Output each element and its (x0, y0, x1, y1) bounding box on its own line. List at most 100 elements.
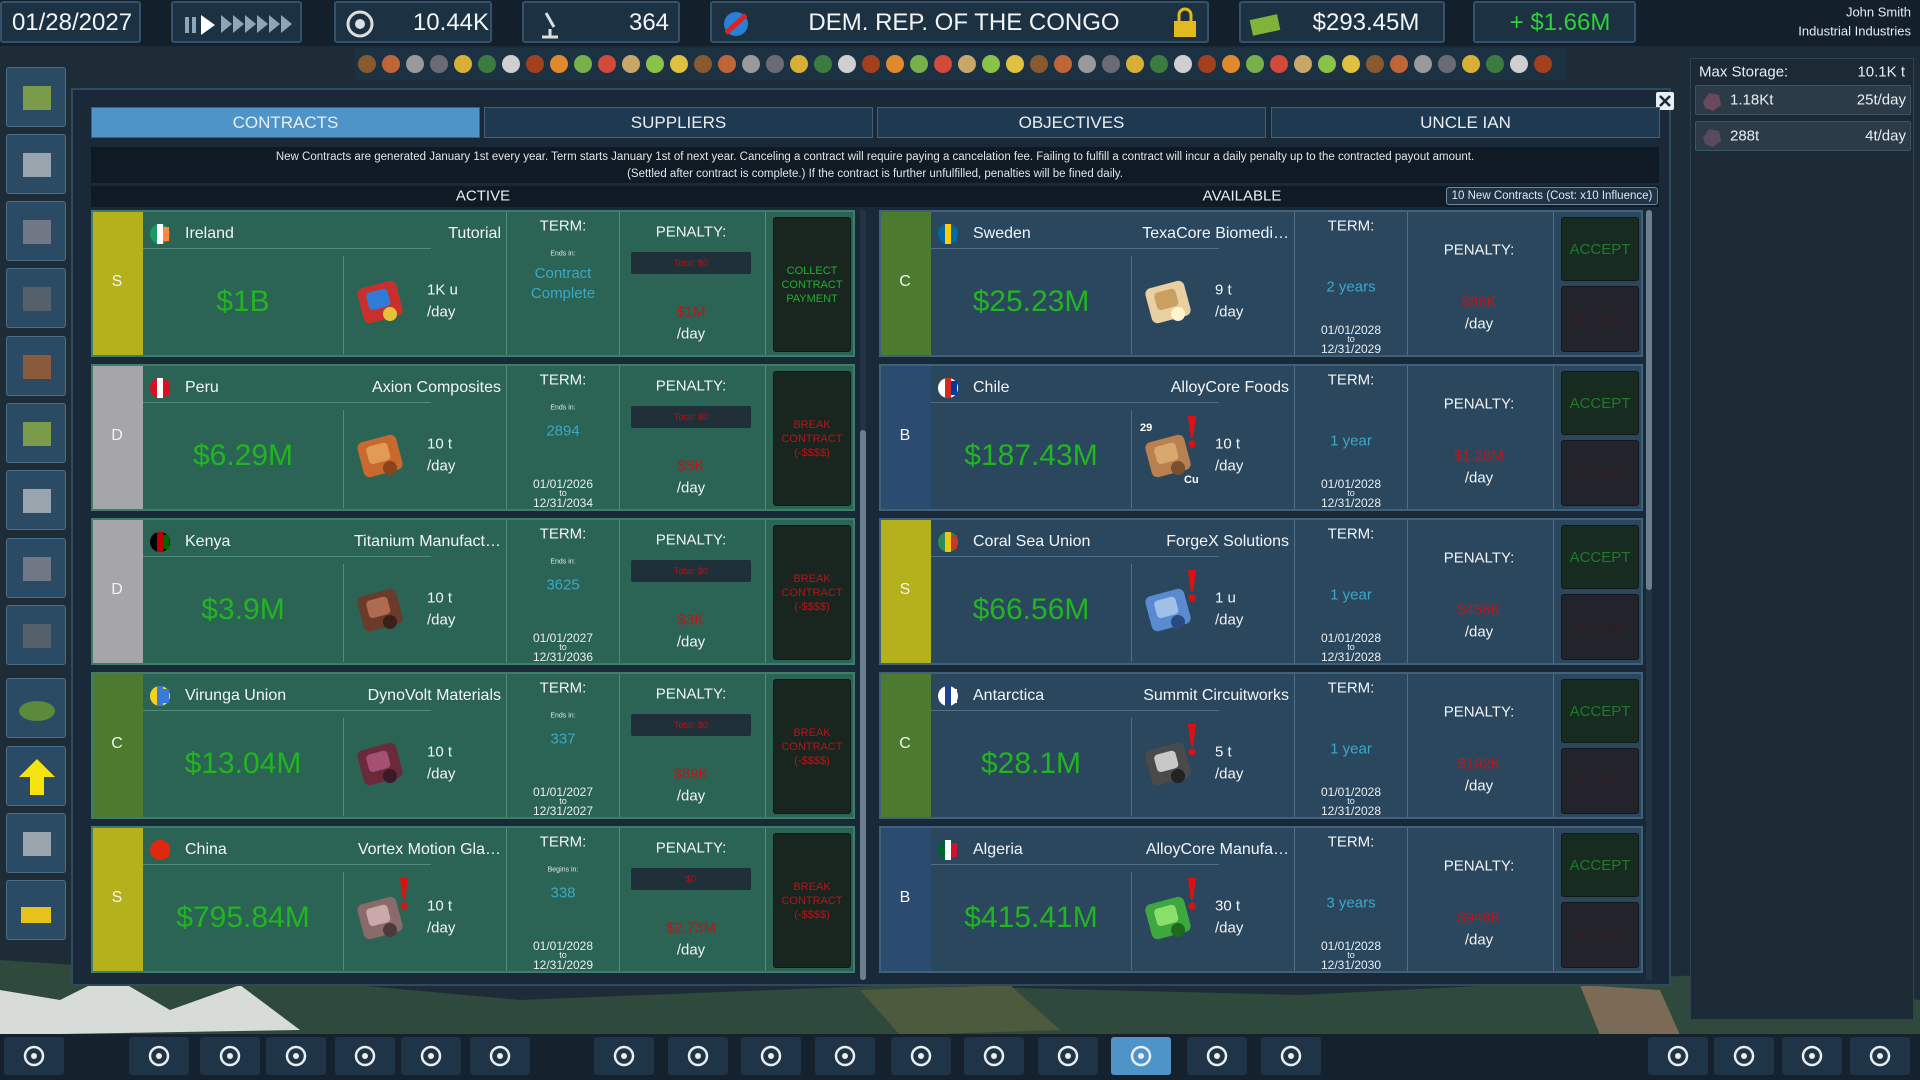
penalty: $1M (676, 303, 706, 321)
sidebar-button[interactable] (6, 201, 66, 261)
sidebar-button[interactable] (6, 403, 66, 463)
tab[interactable]: SUPPLIERS (484, 107, 873, 138)
pop-icon (355, 19, 365, 29)
toolbar-icon (1130, 1045, 1152, 1067)
term-label: TERM: (1327, 371, 1375, 389)
penalty-per-day: /day (676, 479, 706, 497)
sidebar-button[interactable] (6, 880, 66, 940)
storage-row[interactable]: 1.18Kt 25t/day (1695, 85, 1911, 115)
toolbar-button[interactable] (964, 1037, 1024, 1075)
decline-button[interactable]: DECLINE (1561, 902, 1639, 968)
accept-button[interactable]: ACCEPT (1561, 525, 1639, 589)
toolbar-button[interactable] (1261, 1037, 1321, 1075)
flag (150, 532, 170, 552)
scrollbar-thumb[interactable] (1646, 210, 1652, 590)
toolbar-button[interactable] (1187, 1037, 1247, 1075)
toolbar-icon (1801, 1045, 1823, 1067)
toolbar-button[interactable] (4, 1037, 64, 1075)
alert-mark (1188, 878, 1196, 900)
company: AlloyCore Manufa… (1145, 841, 1289, 858)
penalty-total: Total: $0 (631, 560, 751, 582)
sidebar-button[interactable] (6, 470, 66, 530)
accept-button[interactable]: ACCEPT (1561, 217, 1639, 281)
building-icon (23, 557, 51, 581)
action-button[interactable]: BREAK CONTRACT (-$$$$) (773, 833, 851, 968)
money-box: $293.45M (1239, 1, 1445, 43)
toolbar-button[interactable] (1648, 1037, 1708, 1075)
sidebar-button[interactable] (6, 268, 66, 328)
building-icon (23, 86, 51, 110)
tab[interactable]: UNCLE IAN (1271, 107, 1660, 138)
decline-button[interactable]: DECLINE (1561, 748, 1639, 814)
divider (506, 674, 507, 817)
accept-button[interactable]: ACCEPT (1561, 371, 1639, 435)
sidebar-button[interactable] (6, 67, 66, 127)
resource-icon (910, 55, 928, 73)
toolbar-button[interactable] (1038, 1037, 1098, 1075)
action-button[interactable]: COLLECT CONTRACT PAYMENT (773, 217, 851, 352)
toolbar-button[interactable] (891, 1037, 951, 1075)
flag-stripe (157, 378, 163, 398)
term-to: to (1347, 334, 1355, 344)
toolbar-button[interactable] (1714, 1037, 1774, 1075)
toolbar-button[interactable] (401, 1037, 461, 1075)
tab[interactable]: OBJECTIVES (877, 107, 1266, 138)
toolbar-button[interactable] (129, 1037, 189, 1075)
toolbar-button[interactable] (741, 1037, 801, 1075)
payout: $187.43M (964, 439, 1098, 472)
tool-glyph (148, 1045, 170, 1067)
tool-glyph (1206, 1045, 1228, 1067)
icon (724, 12, 748, 36)
toolbar-button[interactable] (815, 1037, 875, 1075)
flag-stripe (157, 686, 163, 706)
tool-glyph (1057, 1045, 1079, 1067)
sidebar-button[interactable] (6, 134, 66, 194)
quantity: 1K u (427, 281, 458, 299)
storage-row[interactable]: 288t 4t/day (1695, 121, 1911, 151)
alert-dot (1188, 594, 1196, 602)
lock-body (1174, 21, 1196, 37)
grade: C (899, 273, 911, 290)
sidebar-button[interactable] (6, 605, 66, 665)
scrollbar-thumb[interactable] (860, 430, 866, 980)
action-button[interactable]: BREAK CONTRACT (-$$$$) (773, 371, 851, 506)
sidebar-button[interactable] (6, 336, 66, 396)
accept-button[interactable]: ACCEPT (1561, 679, 1639, 743)
item-icon (357, 742, 403, 786)
decline-button[interactable]: DECLINE (1561, 440, 1639, 506)
term-value: 1 year (1330, 432, 1372, 450)
toolbar-button[interactable] (200, 1037, 260, 1075)
divider (1553, 828, 1554, 971)
toolbar-button[interactable] (1782, 1037, 1842, 1075)
header-divider (931, 402, 1219, 403)
tab[interactable]: CONTRACTS (91, 107, 480, 138)
sidebar-button[interactable] (6, 813, 66, 873)
sidebar-button[interactable] (6, 538, 66, 598)
sidebar-button[interactable] (6, 678, 66, 738)
close-button[interactable] (1656, 92, 1674, 110)
toolbar-button[interactable] (1850, 1037, 1910, 1075)
speed-box[interactable] (171, 1, 302, 43)
flag-stripe (157, 224, 163, 244)
penalty-label: PENALTY: (655, 223, 727, 241)
fast-icons (221, 15, 292, 33)
sidebar-button[interactable] (6, 746, 66, 806)
term-value: 2894 (546, 422, 580, 440)
toolbar-button[interactable] (335, 1037, 395, 1075)
flag-stripe (163, 535, 169, 549)
building-icon (23, 832, 51, 856)
action-button[interactable]: BREAK CONTRACT (-$$$$) (773, 679, 851, 814)
toolbar-button[interactable] (668, 1037, 728, 1075)
new-contracts-button[interactable]: 10 New Contracts (Cost: x10 Influence) (1446, 187, 1658, 205)
toolbar-button[interactable] (266, 1037, 326, 1075)
accept-button[interactable]: ACCEPT (1561, 833, 1639, 897)
decline-button[interactable]: DECLINE (1561, 594, 1639, 660)
toolbar-button[interactable] (470, 1037, 530, 1075)
toolbar-button[interactable] (594, 1037, 654, 1075)
decline-button[interactable]: DECLINE (1561, 286, 1639, 352)
sidebar-icon (23, 832, 51, 856)
action-button[interactable]: BREAK CONTRACT (-$$$$) (773, 525, 851, 660)
toolbar-button[interactable] (1111, 1037, 1171, 1075)
available-header: AVAILABLE (1202, 187, 1282, 205)
contracts-panel: CONTRACTS SUPPLIERS OBJECTIVES UNCLE IAN New… (71, 88, 1674, 986)
